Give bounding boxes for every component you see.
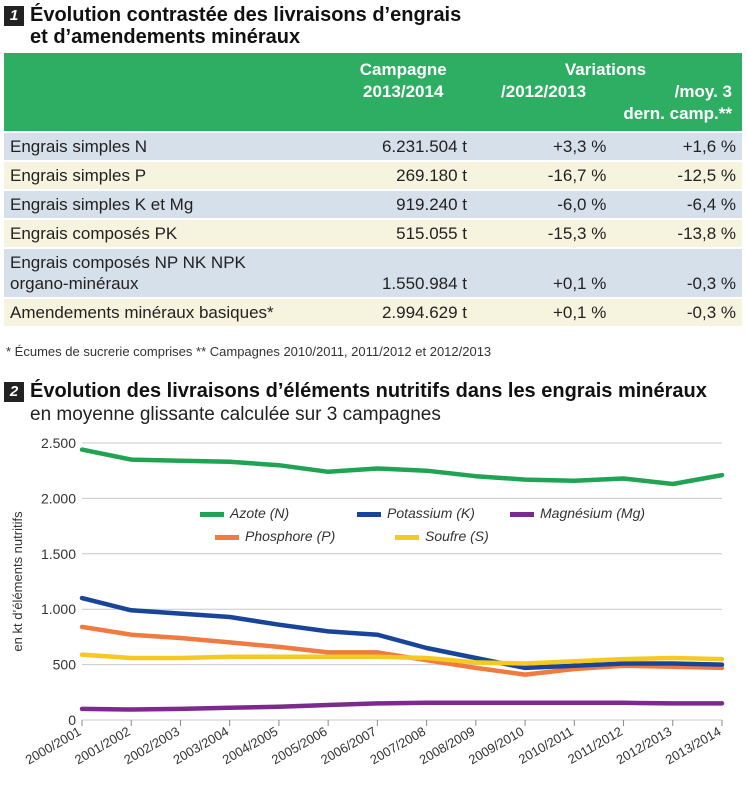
legend-label: Soufre (S) <box>425 528 489 544</box>
x-tick-label: 2004/2005 <box>220 724 281 768</box>
table-footnote: * Écumes de sucrerie comprises ** Campag… <box>6 344 492 359</box>
row-label: Engrais composés PK <box>4 218 334 248</box>
legend-item: Azote (N) <box>200 505 289 521</box>
table-row: Engrais composés NP NK NPK organo-minéra… <box>4 247 742 298</box>
row-var-avg: +1,6 % <box>612 131 742 161</box>
series-line <box>79 447 725 487</box>
row-var-prev: +3,3 % <box>473 131 613 161</box>
table-row: Engrais simples N 6.231.504 t +3,3 % +1,… <box>4 131 742 161</box>
legend-item: Soufre (S) <box>395 528 489 544</box>
row-var-avg: -13,8 % <box>612 218 742 248</box>
legend-swatch <box>215 534 239 540</box>
legend-swatch <box>510 511 534 517</box>
row-label: Engrais simples K et Mg <box>4 189 334 219</box>
row-label: Engrais composés NP NK NPK organo-minéra… <box>4 247 334 298</box>
row-campaign-value: 269.180 t <box>333 160 474 190</box>
x-tick-label: 2013/2014 <box>663 724 724 768</box>
row-label: Amendements minéraux basiques* <box>4 297 334 326</box>
header-variations: Variations /2012/2013 /moy. 3 dern. camp… <box>473 53 742 132</box>
y-tick-label: 1.000 <box>41 601 76 617</box>
header-variations-title: Variations <box>564 60 647 79</box>
x-tick-label: 2009/2010 <box>466 724 527 768</box>
header-empty-cell <box>4 53 334 132</box>
x-tick-label: 2007/2008 <box>367 724 428 768</box>
row-var-prev: -6,0 % <box>473 189 613 219</box>
header-var-avg-line1: /moy. 3 <box>674 82 732 101</box>
series-line <box>79 624 725 677</box>
legend-item: Potassium (K) <box>357 505 475 521</box>
x-tick-label: 2005/2006 <box>269 724 330 768</box>
y-tick-label: 0 <box>68 712 76 728</box>
row-var-avg: -12,5 % <box>612 160 742 190</box>
y-axis-label: en kt d’éléments nutritifs <box>10 511 25 652</box>
row-var-prev: +0,1 % <box>473 247 613 298</box>
table-row: Engrais simples K et Mg 919.240 t -6,0 %… <box>4 189 742 219</box>
row-campaign-value: 6.231.504 t <box>333 131 474 161</box>
y-tick-label: 500 <box>53 657 77 673</box>
table-title-line2: et d’amendements minéraux <box>30 26 301 48</box>
x-tick-label: 2001/2002 <box>72 724 133 768</box>
fertilizer-deliveries-table: Campagne 2013/2014 Variations /2012/2013… <box>4 53 742 326</box>
table-row: Amendements minéraux basiques* 2.994.629… <box>4 297 742 326</box>
table-row: Engrais composés PK 515.055 t -15,3 % -1… <box>4 218 742 248</box>
table-header-row: Campagne 2013/2014 Variations /2012/2013… <box>4 53 742 132</box>
y-tick-label: 2.000 <box>41 490 76 506</box>
row-campaign-value: 919.240 t <box>333 189 474 219</box>
row-var-avg: -0,3 % <box>612 247 742 298</box>
header-var-prev-year: /2012/2013 <box>501 82 587 101</box>
row-label: Engrais simples N <box>4 131 334 161</box>
header-var-avg: /moy. 3 dern. camp.** <box>623 81 732 125</box>
x-tick-label: 2010/2011 <box>516 724 576 767</box>
row-var-prev: +0,1 % <box>473 297 613 326</box>
row-var-avg: -0,3 % <box>612 297 742 326</box>
row-label: Engrais simples P <box>4 160 334 190</box>
section-number-badge: 1 <box>4 6 24 26</box>
chart-subtitle: en moyenne glissante calculée sur 3 camp… <box>30 404 441 425</box>
legend-item: Magnésium (Mg) <box>510 505 645 521</box>
chart-title-text: Évolution des livraisons d’éléments nutr… <box>30 380 707 402</box>
x-tick-label: 2008/2009 <box>417 724 478 768</box>
x-tick-label: 2012/2013 <box>614 724 675 768</box>
legend-label: Phosphore (P) <box>245 528 336 544</box>
row-var-prev: -15,3 % <box>473 218 613 248</box>
legend-label: Potassium (K) <box>387 505 475 521</box>
y-tick-label: 1.500 <box>41 546 76 562</box>
header-campaign-line1: Campagne <box>359 60 447 79</box>
series-line <box>79 652 725 666</box>
table-row: Engrais simples P 269.180 t -16,7 % -12,… <box>4 160 742 190</box>
legend-swatch <box>357 511 381 517</box>
header-campaign-line2: 2013/2014 <box>363 82 444 101</box>
y-tick-label: 2.500 <box>41 435 76 451</box>
row-label-line1: Engrais composés NP NK NPK <box>10 253 246 272</box>
row-campaign-value: 515.055 t <box>333 218 474 248</box>
row-campaign-value: 2.994.629 t <box>333 297 474 326</box>
row-var-avg: -6,4 % <box>612 189 742 219</box>
row-label-line2: organo-minéraux <box>10 274 139 293</box>
legend-label: Azote (N) <box>230 505 290 521</box>
x-tick-label: 2002/2003 <box>121 724 182 768</box>
legend-swatch <box>200 511 224 517</box>
header-var-avg-line2: dern. camp.** <box>623 104 732 123</box>
x-tick-label: 2000/2001 <box>23 724 84 768</box>
table-title-line1: Évolution contrastée des livraisons d’en… <box>30 4 462 26</box>
line-chart: 0 500 1.000 1.500 2.000 2.500 2000/20012001/20… <box>10 435 725 768</box>
chart-title: 2 Évolution des livraisons d’éléments nut… <box>4 380 707 402</box>
legend-swatch <box>395 534 419 540</box>
series-line <box>79 595 725 671</box>
x-tick-label: 2006/2007 <box>318 724 379 768</box>
legend-label: Magnésium (Mg) <box>540 505 646 521</box>
table-title: 1 Évolution contrastée des livraisons d’e… <box>4 4 461 48</box>
header-campaign: Campagne 2013/2014 <box>333 53 474 132</box>
row-campaign-value: 1.550.984 t <box>333 247 474 298</box>
row-var-prev: -16,7 % <box>473 160 613 190</box>
section-number-badge: 2 <box>4 382 24 402</box>
legend-item: Phosphore (P) <box>215 528 335 544</box>
x-tick-label: 2003/2004 <box>170 724 231 768</box>
series-line <box>79 700 725 712</box>
